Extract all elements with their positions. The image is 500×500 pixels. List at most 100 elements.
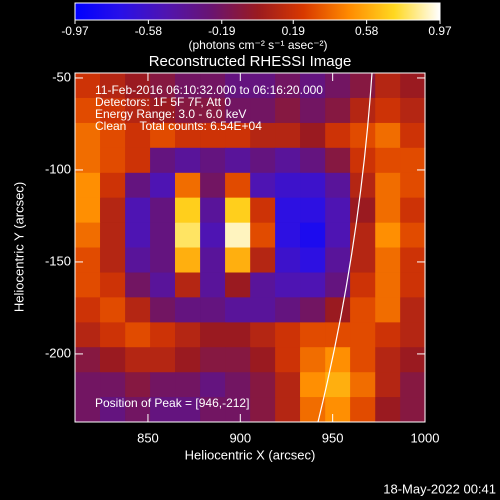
heatmap-cell — [325, 147, 351, 174]
heatmap-cell — [75, 172, 101, 199]
heatmap-cell — [250, 197, 276, 223]
heatmap-cell — [125, 197, 151, 223]
heatmap-cell — [275, 73, 301, 99]
annotation: 11-Feb-2016 06:10:32.000 to 06:16:20.000 — [95, 83, 323, 97]
heatmap-cell — [175, 97, 201, 124]
colorbar-tick-label: -0.97 — [61, 24, 89, 38]
heatmap-cell — [300, 147, 326, 174]
heatmap-cell — [375, 272, 401, 298]
heatmap-cell — [100, 397, 126, 423]
heatmap-cell — [325, 322, 351, 348]
heatmap-cell — [75, 247, 101, 273]
heatmap-cell — [375, 322, 401, 348]
heatmap-cell — [100, 222, 126, 248]
heatmap-cell — [150, 222, 176, 248]
heatmap-cell — [325, 97, 351, 124]
heatmap-cell — [400, 222, 426, 248]
colorbar-tick-label: 0.19 — [282, 24, 306, 38]
heatmap-cell — [150, 172, 176, 199]
heatmap-cell — [125, 147, 151, 174]
heatmap-cell — [375, 197, 401, 223]
colorbar-tick-label: -0.58 — [135, 24, 163, 38]
heatmap-cell — [250, 122, 276, 149]
heatmap-cell — [275, 122, 301, 149]
x-tick-label: 900 — [229, 430, 251, 445]
heatmap-cell — [300, 347, 326, 373]
heatmap-cell — [100, 122, 126, 149]
y-tick-label: -150 — [45, 253, 71, 268]
annotation: Energy Range: 3.0 - 6.0 keV — [95, 107, 246, 121]
heatmap-cell — [175, 122, 201, 149]
heatmap-cell — [375, 97, 401, 124]
heatmap-cell — [100, 197, 126, 223]
heatmap-cell — [350, 397, 376, 423]
peak-label: Position of Peak = [946,-212] — [95, 396, 249, 410]
heatmap-cell — [300, 73, 326, 99]
heatmap-cell — [150, 272, 176, 298]
y-tick-label: -200 — [45, 345, 71, 360]
heatmap-cell — [225, 322, 251, 348]
heatmap-cell — [100, 347, 126, 373]
heatmap-cell — [175, 222, 201, 248]
heatmap-cell — [250, 272, 276, 298]
heatmap-cell — [300, 197, 326, 223]
heatmap-cell — [225, 172, 251, 199]
heatmap-cell — [375, 397, 401, 423]
heatmap-cell — [275, 297, 301, 323]
heatmap-cell — [100, 272, 126, 298]
heatmap-cell — [175, 73, 201, 99]
heatmap-cell — [100, 372, 126, 398]
heatmap-cell — [400, 347, 426, 373]
heatmap-cell — [225, 222, 251, 248]
heatmap-cell — [350, 347, 376, 373]
x-axis-label: Heliocentric X (arcsec) — [185, 447, 316, 462]
heatmap-cell — [175, 272, 201, 298]
heatmap-cell — [100, 73, 126, 99]
annotation: Detectors: 1F 5F 7F, Att 0 — [95, 95, 231, 109]
heatmap-cell — [375, 372, 401, 398]
x-tick-label: 850 — [137, 430, 159, 445]
heatmap-cell — [400, 172, 426, 199]
heatmap-cell — [150, 322, 176, 348]
heatmap-cell — [125, 297, 151, 323]
heatmap-cell — [250, 222, 276, 248]
heatmap-cell — [400, 372, 426, 398]
heatmap-cell — [175, 147, 201, 174]
heatmap-cell — [375, 297, 401, 323]
heatmap-cell — [300, 222, 326, 248]
heatmap-cell — [375, 347, 401, 373]
heatmap-cell — [325, 347, 351, 373]
heatmap-cell — [400, 97, 426, 124]
heatmap-cell — [125, 97, 151, 124]
heatmap-cell — [150, 347, 176, 373]
heatmap-cell — [275, 322, 301, 348]
x-tick-label: 950 — [322, 430, 344, 445]
heatmap-cell — [325, 172, 351, 199]
heatmap-cell — [275, 172, 301, 199]
annotation: Clean Total counts: 6.54E+04 — [95, 119, 262, 133]
heatmap-cell — [350, 372, 376, 398]
heatmap-cell — [200, 322, 226, 348]
solar-limb — [317, 72, 373, 423]
heatmap-cell — [125, 222, 151, 248]
heatmap-cell — [150, 73, 176, 99]
heatmap-cell — [75, 73, 101, 99]
heatmap-cell — [225, 272, 251, 298]
heatmap-cell — [75, 322, 101, 348]
heatmap-cell — [350, 97, 376, 124]
heatmap-cell — [250, 97, 276, 124]
heatmap-cell — [350, 272, 376, 298]
heatmap-cell — [75, 122, 101, 149]
heatmap-cell — [175, 347, 201, 373]
heatmap-cell — [275, 147, 301, 174]
heatmap-cell — [150, 147, 176, 174]
heatmap-cell — [225, 147, 251, 174]
heatmap-cell — [350, 197, 376, 223]
plot-frame — [74, 72, 426, 423]
heatmap-cell — [200, 397, 226, 423]
heatmap-cell — [125, 247, 151, 273]
heatmap-cell — [200, 197, 226, 223]
heatmap-cell — [300, 122, 326, 149]
heatmap-cell — [375, 122, 401, 149]
